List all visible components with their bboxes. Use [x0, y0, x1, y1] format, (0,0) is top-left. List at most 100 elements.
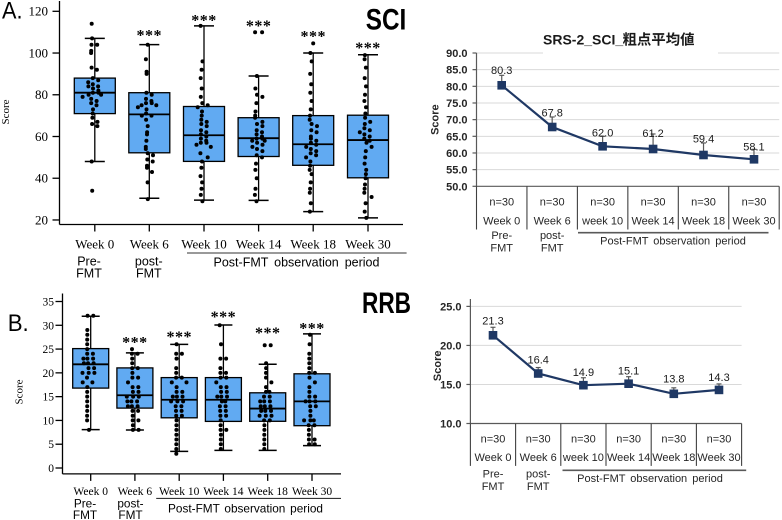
svg-text:post-: post- — [540, 230, 565, 242]
svg-text:Week 0: Week 0 — [474, 452, 511, 464]
svg-text:FMT: FMT — [541, 243, 564, 255]
svg-text:50.0: 50.0 — [446, 181, 467, 193]
svg-text:120: 120 — [29, 4, 49, 19]
svg-text:Score: Score — [0, 99, 12, 124]
svg-text:70.0: 70.0 — [446, 115, 467, 127]
svg-text:100: 100 — [29, 45, 49, 60]
svg-text:20: 20 — [43, 368, 55, 380]
svg-text:week 10: week 10 — [581, 216, 623, 228]
svg-text:***: *** — [122, 335, 148, 352]
svg-text:Week 14: Week 14 — [203, 486, 244, 498]
svg-text:21.3: 21.3 — [482, 316, 503, 328]
svg-text:B.: B. — [8, 310, 29, 337]
svg-text:SRS-2_SCI_: SRS-2_SCI_ — [543, 32, 623, 48]
svg-text:***: *** — [355, 40, 381, 57]
svg-text:Post-FMT observation period: Post-FMT observation period — [600, 236, 746, 248]
svg-text:n=30: n=30 — [540, 197, 565, 209]
svg-text:25: 25 — [43, 344, 55, 356]
svg-text:n=30: n=30 — [590, 197, 615, 209]
svg-text:n=30: n=30 — [641, 197, 666, 209]
svg-text:n=30: n=30 — [707, 433, 732, 445]
svg-text:Pre-: Pre- — [483, 468, 504, 480]
svg-text:Week 30: Week 30 — [292, 486, 333, 498]
svg-text:16.4: 16.4 — [527, 355, 548, 367]
svg-text:n=30: n=30 — [481, 433, 506, 445]
svg-text:n=30: n=30 — [691, 197, 716, 209]
svg-text:75.0: 75.0 — [446, 98, 467, 110]
svg-text:10.0: 10.0 — [440, 419, 461, 431]
svg-text:90.0: 90.0 — [446, 48, 467, 60]
svg-text:Week 10: Week 10 — [181, 237, 227, 252]
svg-text:Score: Score — [429, 104, 441, 135]
svg-text:n=30: n=30 — [616, 433, 641, 445]
svg-text:Pre-: Pre- — [491, 230, 512, 242]
svg-text:***: *** — [191, 13, 217, 30]
svg-text:***: *** — [299, 321, 325, 338]
svg-text:week 10: week 10 — [562, 452, 604, 464]
svg-text:60: 60 — [35, 129, 48, 144]
svg-text:30: 30 — [43, 320, 55, 332]
svg-text:***: *** — [255, 325, 281, 342]
svg-text:FMT: FMT — [527, 481, 550, 493]
svg-text:80: 80 — [35, 87, 48, 102]
svg-text:***: *** — [211, 309, 237, 326]
svg-text:Week 30: Week 30 — [345, 237, 391, 252]
svg-text:62.0: 62.0 — [592, 128, 613, 140]
svg-text:15.0: 15.0 — [440, 379, 461, 391]
svg-text:80.3: 80.3 — [491, 65, 512, 77]
svg-text:55.0: 55.0 — [446, 165, 467, 177]
svg-text:Week 0: Week 0 — [483, 216, 520, 228]
svg-text:Week 14: Week 14 — [607, 452, 650, 464]
svg-text:Week 0: Week 0 — [75, 237, 114, 252]
svg-text:post-: post- — [526, 468, 551, 480]
svg-text:Week 6: Week 6 — [118, 486, 153, 498]
svg-text:Post-FMT observation period: Post-FMT observation period — [214, 256, 380, 270]
svg-text:13.8: 13.8 — [663, 374, 684, 386]
svg-text:Week 10: Week 10 — [159, 486, 200, 498]
svg-text:Score: Score — [432, 351, 444, 382]
svg-text:FMT: FMT — [73, 508, 97, 520]
svg-text:SCI: SCI — [366, 4, 407, 37]
svg-text:Week 18: Week 18 — [652, 452, 695, 464]
svg-text:RRB: RRB — [362, 287, 411, 320]
svg-text:60.0: 60.0 — [446, 148, 467, 160]
svg-text:***: *** — [246, 18, 272, 35]
svg-text:Pre-: Pre- — [74, 497, 96, 511]
svg-text:Week 30: Week 30 — [732, 216, 775, 228]
svg-text:n=30: n=30 — [526, 433, 551, 445]
svg-text:67.8: 67.8 — [541, 107, 562, 119]
svg-text:Week 14: Week 14 — [236, 237, 282, 252]
svg-text:15: 15 — [43, 392, 55, 404]
svg-text:Week 18: Week 18 — [248, 486, 289, 498]
svg-text:Week 14: Week 14 — [631, 216, 674, 228]
svg-text:Post-FMT observation period: Post-FMT observation period — [168, 502, 323, 516]
svg-text:14.9: 14.9 — [573, 367, 594, 379]
svg-text:n=30: n=30 — [489, 197, 514, 209]
svg-text:Week 6: Week 6 — [130, 237, 170, 252]
svg-text:A.: A. — [2, 0, 23, 25]
svg-text:0: 0 — [48, 463, 54, 475]
svg-text:Week 6: Week 6 — [520, 452, 557, 464]
svg-text:Week 18: Week 18 — [290, 237, 336, 252]
svg-text:***: *** — [300, 29, 326, 46]
svg-text:61.2: 61.2 — [642, 128, 663, 140]
svg-text:20.0: 20.0 — [440, 340, 461, 352]
svg-text:Week 30: Week 30 — [697, 452, 740, 464]
svg-text:14.3: 14.3 — [708, 372, 729, 384]
svg-text:FMT: FMT — [118, 508, 142, 520]
svg-text:***: *** — [137, 28, 163, 45]
svg-text:58.1: 58.1 — [743, 141, 764, 153]
svg-text:20: 20 — [35, 212, 48, 227]
svg-text:Score: Score — [14, 379, 26, 404]
svg-text:40: 40 — [35, 171, 48, 186]
svg-text:35: 35 — [43, 297, 55, 309]
svg-text:FMT: FMT — [482, 481, 505, 493]
svg-text:Week 18: Week 18 — [682, 216, 725, 228]
svg-text:FMT: FMT — [76, 267, 102, 281]
svg-text:10: 10 — [43, 415, 55, 427]
svg-text:15.1: 15.1 — [618, 366, 639, 378]
svg-text:***: *** — [166, 329, 192, 346]
svg-text:post-: post- — [135, 255, 163, 269]
svg-text:85.0: 85.0 — [446, 65, 467, 77]
svg-text:Post-FMT observation period: Post-FMT observation period — [577, 473, 723, 485]
